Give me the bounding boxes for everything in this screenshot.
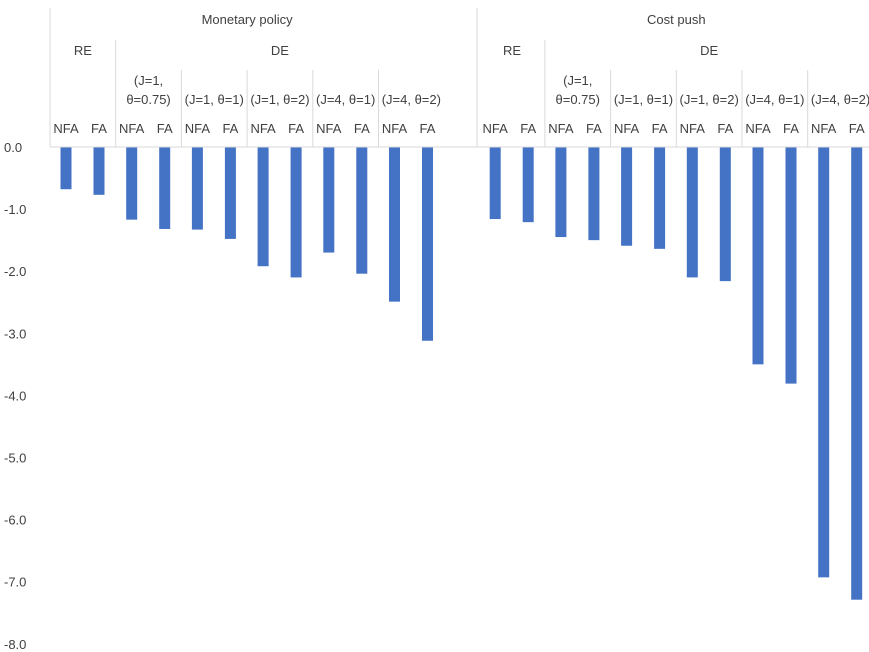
y-tick-label: -5.0 xyxy=(4,451,26,466)
bar xyxy=(290,147,302,278)
bar xyxy=(752,147,764,365)
x-tick-label: NFA xyxy=(316,121,342,136)
bar xyxy=(422,147,433,341)
x-tick-label: FA xyxy=(586,121,602,136)
parameter-label: (J=1, xyxy=(563,73,592,88)
x-tick-label: NFA xyxy=(483,121,509,136)
parameter-label: (J=4, θ=1) xyxy=(745,92,804,107)
y-tick-label: 0.0 xyxy=(4,140,22,155)
x-tick-label: NFA xyxy=(53,121,79,136)
header-separators xyxy=(49,8,809,147)
parameter-label: (J=4, θ=2) xyxy=(811,92,869,107)
bar xyxy=(257,147,269,267)
subgroup-label: DE xyxy=(271,43,289,58)
x-tick-label: FA xyxy=(717,121,733,136)
bar xyxy=(588,147,600,241)
bar xyxy=(389,147,400,302)
bar xyxy=(522,147,534,223)
bar xyxy=(489,147,501,220)
x-tick-label: FA xyxy=(222,121,238,136)
bar xyxy=(818,147,830,578)
bar xyxy=(785,147,797,384)
parameter-label: (J=4, θ=1) xyxy=(316,92,375,107)
y-tick-label: -1.0 xyxy=(4,202,26,217)
y-tick-label: -3.0 xyxy=(4,326,26,341)
bar xyxy=(93,147,105,195)
x-tick-label: FA xyxy=(288,121,304,136)
y-tick-label: -2.0 xyxy=(4,264,26,279)
bar xyxy=(719,147,731,282)
bar xyxy=(191,147,203,230)
bar xyxy=(224,147,236,239)
bar xyxy=(60,147,72,190)
parameter-label: (J=1, θ=2) xyxy=(680,92,739,107)
parameter-label: (J=1, θ=2) xyxy=(250,92,309,107)
bar xyxy=(686,147,698,278)
x-tick-label: FA xyxy=(354,121,370,136)
group-label: Monetary policy xyxy=(202,12,294,27)
x-tick-label: NFA xyxy=(185,121,211,136)
bar xyxy=(851,147,863,600)
y-tick-label: -8.0 xyxy=(4,637,26,652)
x-tick-label: NFA xyxy=(119,121,145,136)
parameter-label: (J=1, xyxy=(134,73,163,88)
subgroup-label: DE xyxy=(700,43,718,58)
y-tick-label: -6.0 xyxy=(4,513,26,528)
subgroup-label: RE xyxy=(503,43,521,58)
parameter-label: θ=0.75) xyxy=(556,92,600,107)
bar xyxy=(621,147,633,246)
x-tick-label: FA xyxy=(157,121,173,136)
x-tick-label: FA xyxy=(420,121,436,136)
bar xyxy=(555,147,567,238)
parameter-label: (J=1, θ=1) xyxy=(185,92,244,107)
x-tick-label: NFA xyxy=(811,121,837,136)
bar xyxy=(159,147,171,229)
x-tick-label: FA xyxy=(520,121,536,136)
x-tick-label: NFA xyxy=(548,121,574,136)
subgroup-label: RE xyxy=(74,43,92,58)
x-tick-label: FA xyxy=(783,121,799,136)
bar xyxy=(126,147,138,220)
parameter-label: θ=0.75) xyxy=(126,92,170,107)
y-tick-label: -7.0 xyxy=(4,575,26,590)
x-tick-label: FA xyxy=(849,121,865,136)
group-label: Cost push xyxy=(647,12,706,27)
x-tick-label: NFA xyxy=(745,121,771,136)
parameter-label: (J=4, θ=2) xyxy=(382,92,441,107)
y-tick-label: -4.0 xyxy=(4,388,26,403)
category-headers: NFA FA RE (J=1, θ=0.75) NFA FA (J=1, θ=1) NFA FA (… xyxy=(53,12,869,136)
bars xyxy=(60,147,863,600)
bar xyxy=(323,147,335,253)
x-tick-label: NFA xyxy=(680,121,706,136)
x-tick-label: FA xyxy=(91,121,107,136)
bar xyxy=(356,147,368,274)
x-tick-label: NFA xyxy=(614,121,640,136)
x-tick-label: NFA xyxy=(250,121,276,136)
x-tick-label: NFA xyxy=(382,121,408,136)
y-axis: 0.0 -1.0 -2.0 -3.0 -4.0 -5.0 -6.0 -7.0 -8.0 xyxy=(4,140,26,652)
parameter-label: (J=1, θ=1) xyxy=(614,92,673,107)
x-tick-label: FA xyxy=(652,121,668,136)
bar xyxy=(654,147,666,249)
